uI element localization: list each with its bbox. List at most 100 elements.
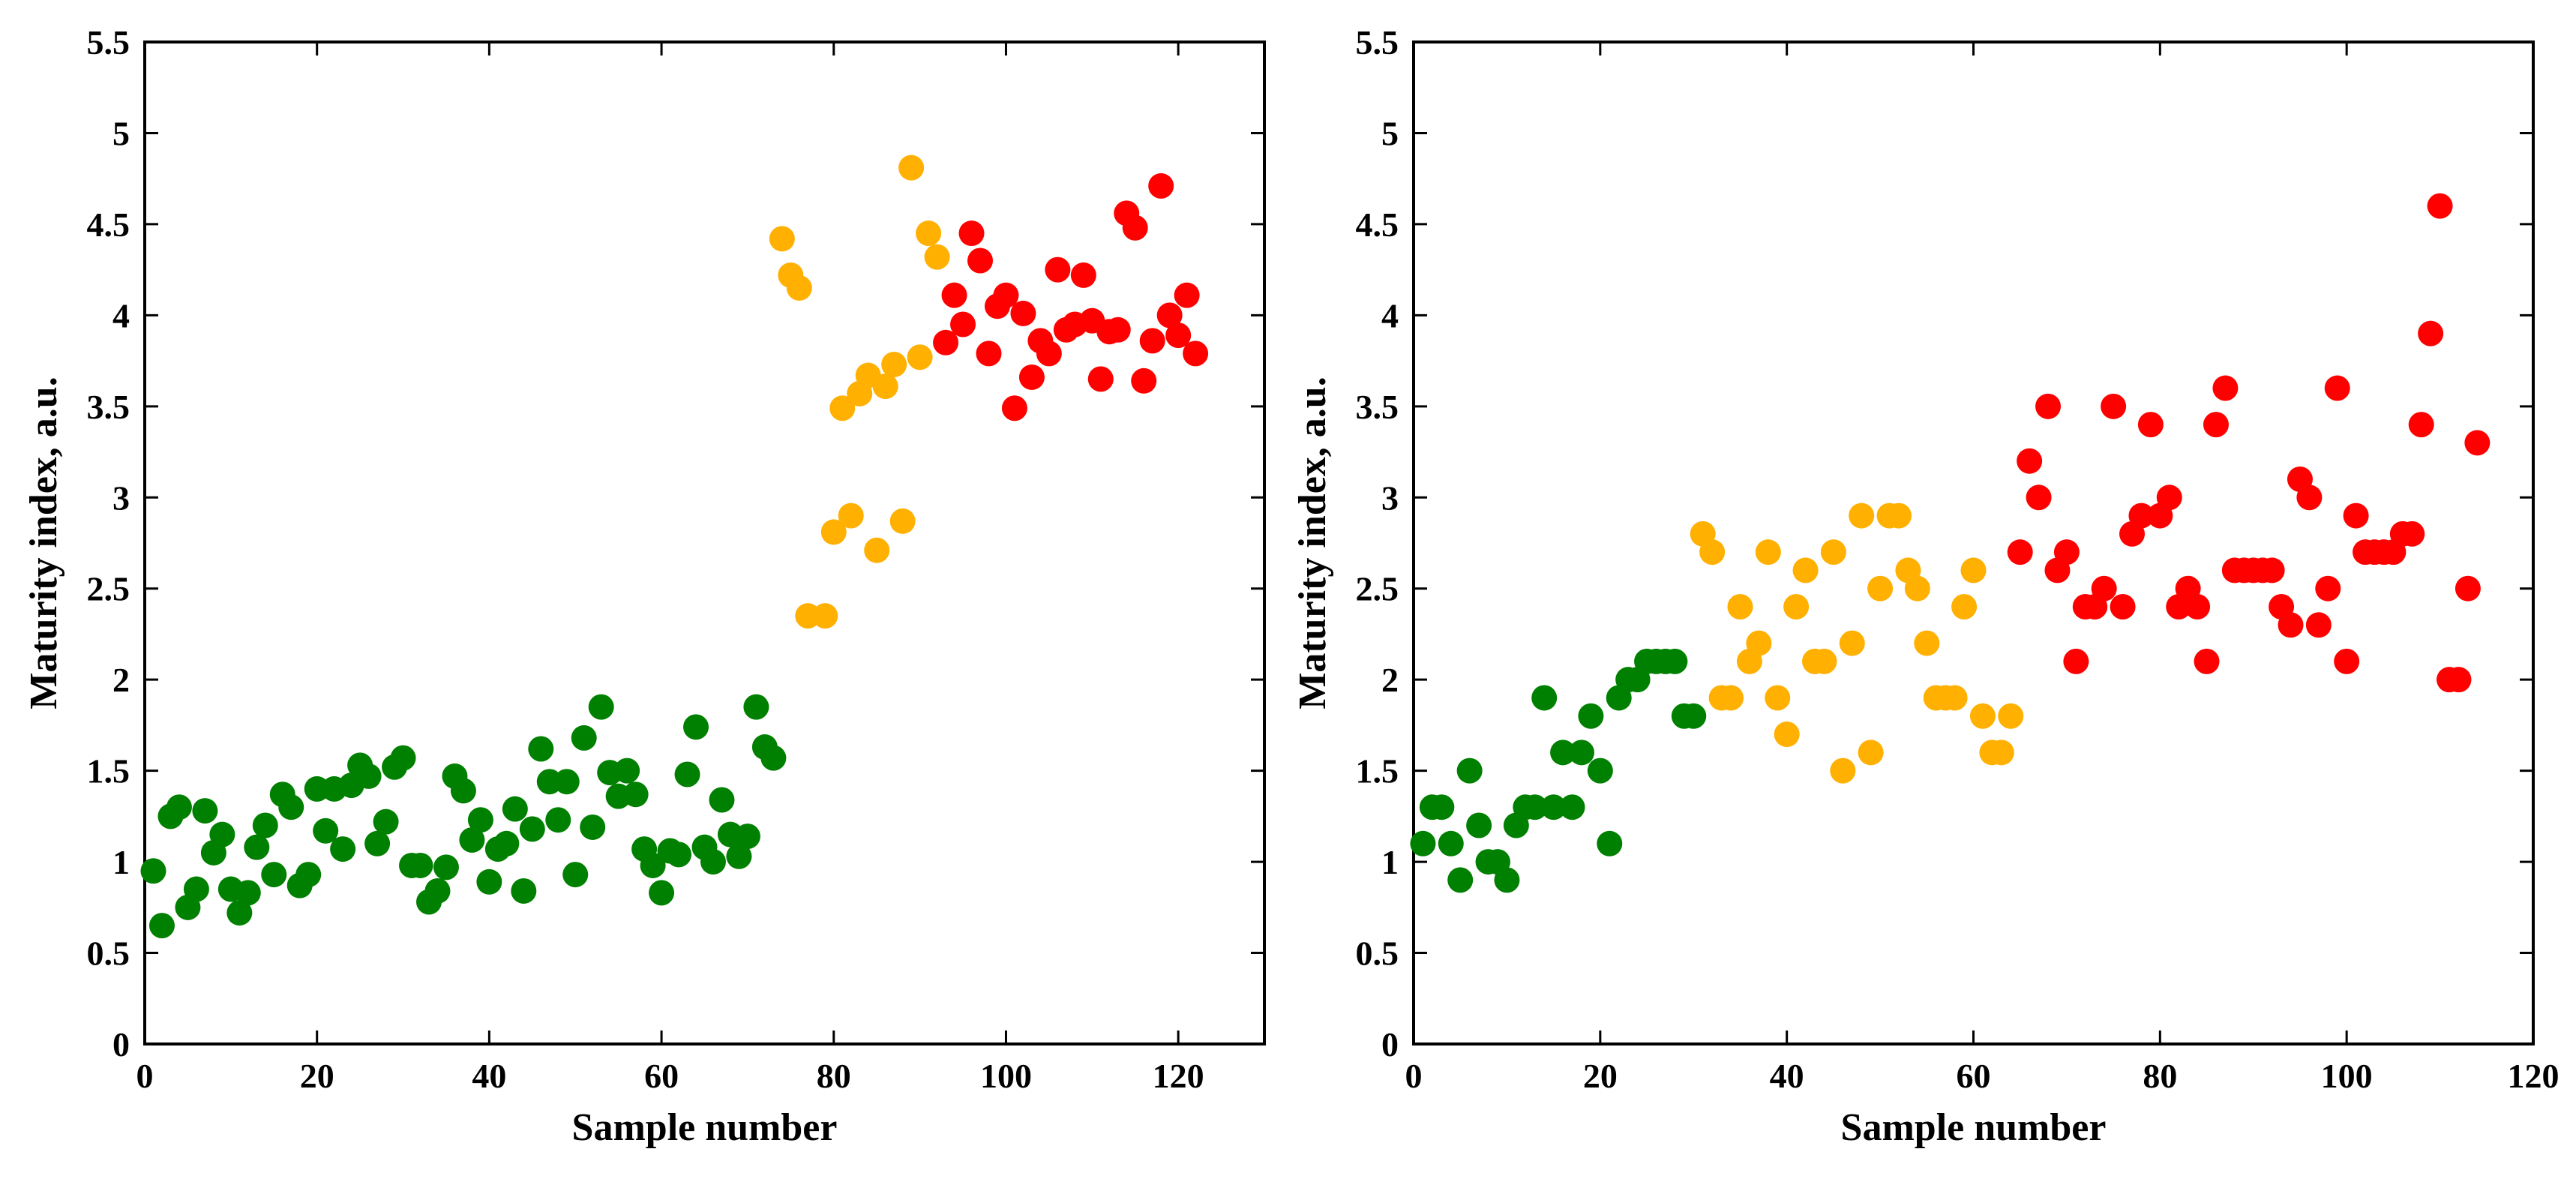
right-point-green: [1587, 758, 1613, 784]
right-point-red: [2128, 502, 2155, 529]
right-point-orange: [1942, 685, 1968, 711]
left-point-green: [355, 763, 382, 789]
left-point-red: [958, 220, 985, 247]
left-y-tick-label: 4: [112, 296, 130, 334]
left-point-green: [390, 745, 416, 771]
left-point-green: [252, 812, 278, 838]
left-point-green: [700, 849, 726, 875]
left-point-green: [553, 769, 580, 795]
left-point-green: [726, 843, 752, 869]
left-point-green: [493, 830, 520, 856]
right-y-axis-label: Maturity index, a.u.: [1291, 376, 1334, 709]
left-point-orange: [812, 603, 838, 629]
right-point-red: [2259, 557, 2285, 584]
left-x-tick-label: 0: [136, 1057, 154, 1095]
right-point-orange: [1988, 740, 2014, 766]
left-point-green: [424, 878, 451, 904]
left-point-green: [140, 858, 166, 884]
right-y-tick-label: 1: [1381, 843, 1399, 881]
left-point-green: [528, 736, 554, 762]
right-point-orange: [1951, 594, 1978, 620]
left-point-green: [545, 807, 571, 833]
left-point-orange: [769, 226, 795, 252]
left-x-tick-label: 120: [1153, 1057, 1204, 1095]
left-point-orange: [864, 537, 890, 563]
left-point-red: [1001, 395, 1027, 422]
left-point-red: [1122, 214, 1148, 241]
left-point-green: [261, 862, 287, 888]
right-point-red: [2053, 539, 2080, 566]
left-plot-area: [143, 40, 1266, 1046]
right-point-orange: [1811, 648, 1837, 674]
right-point-orange: [1830, 758, 1856, 784]
left-point-green: [476, 868, 502, 895]
left-y-tick-label: 5.5: [87, 23, 130, 62]
right-point-red: [2343, 502, 2369, 529]
right-point-orange: [1885, 502, 1912, 529]
left-point-red: [950, 311, 976, 338]
right-point-red: [2026, 484, 2052, 511]
right-x-tick-label: 100: [2321, 1057, 2373, 1095]
left-point-green: [450, 778, 476, 804]
left-point-green: [666, 842, 692, 868]
right-x-axis-label: Sample number: [1841, 1106, 2107, 1149]
left-point-green: [467, 807, 493, 833]
left-y-tick-label: 5: [112, 114, 130, 152]
left-y-tick-label: 2.5: [87, 570, 130, 608]
left-point-green: [295, 862, 322, 888]
left-point-red: [1045, 256, 1071, 283]
left-point-green: [209, 821, 235, 848]
right-point-green: [1522, 794, 1548, 820]
right-point-green: [1568, 740, 1594, 766]
right-point-orange: [1699, 539, 1726, 566]
right-point-orange: [1755, 539, 1781, 566]
right-point-red: [2156, 484, 2182, 511]
right-point-orange: [1774, 722, 1800, 748]
right-point-red: [2464, 430, 2491, 456]
left-point-green: [244, 834, 270, 860]
left-point-green: [580, 814, 606, 840]
right-point-green: [1681, 703, 1707, 729]
right-point-red: [2035, 393, 2062, 419]
left-y-tick-label: 0: [112, 1025, 130, 1064]
left-point-red: [967, 248, 994, 274]
left-point-green: [459, 826, 485, 853]
left-point-green: [433, 854, 459, 880]
right-point-orange: [1914, 630, 1940, 656]
right-point-green: [1531, 685, 1558, 711]
right-point-red: [2446, 667, 2472, 693]
right-y-tick-label: 2: [1381, 661, 1399, 699]
left-y-tick-label: 1: [112, 843, 130, 881]
right-point-green: [1456, 758, 1483, 784]
right-point-green: [1494, 867, 1520, 893]
left-point-green: [622, 782, 649, 808]
left-point-green: [640, 852, 666, 878]
right-point-red: [2334, 648, 2360, 674]
left-point-green: [571, 724, 597, 751]
right-y-tick-label: 0.5: [1356, 934, 1399, 973]
right-point-red: [2305, 612, 2332, 638]
left-point-orange: [786, 274, 812, 301]
left-point-red: [1010, 300, 1036, 326]
left-x-tick-label: 60: [644, 1057, 679, 1095]
right-point-orange: [1746, 630, 1772, 656]
left-point-red: [933, 329, 959, 356]
right-x-tick-label: 120: [2508, 1057, 2560, 1095]
right-point-orange: [1820, 539, 1846, 566]
right-point-orange: [1727, 594, 1753, 620]
right-point-green: [1466, 812, 1492, 838]
left-point-red: [976, 340, 1002, 367]
left-x-tick-label: 100: [980, 1057, 1032, 1095]
left-point-green: [192, 798, 218, 824]
left-y-tick-label: 3: [112, 478, 130, 517]
right-point-orange: [1960, 557, 1987, 584]
right-point-green: [1429, 794, 1455, 820]
right-point-green: [1410, 830, 1436, 856]
left-point-green: [278, 794, 304, 820]
left-point-orange: [829, 395, 856, 422]
left-point-green: [226, 900, 253, 926]
left-point-green: [166, 794, 192, 820]
left-x-axis-label: Sample number: [572, 1106, 838, 1149]
left-point-green: [734, 824, 760, 850]
